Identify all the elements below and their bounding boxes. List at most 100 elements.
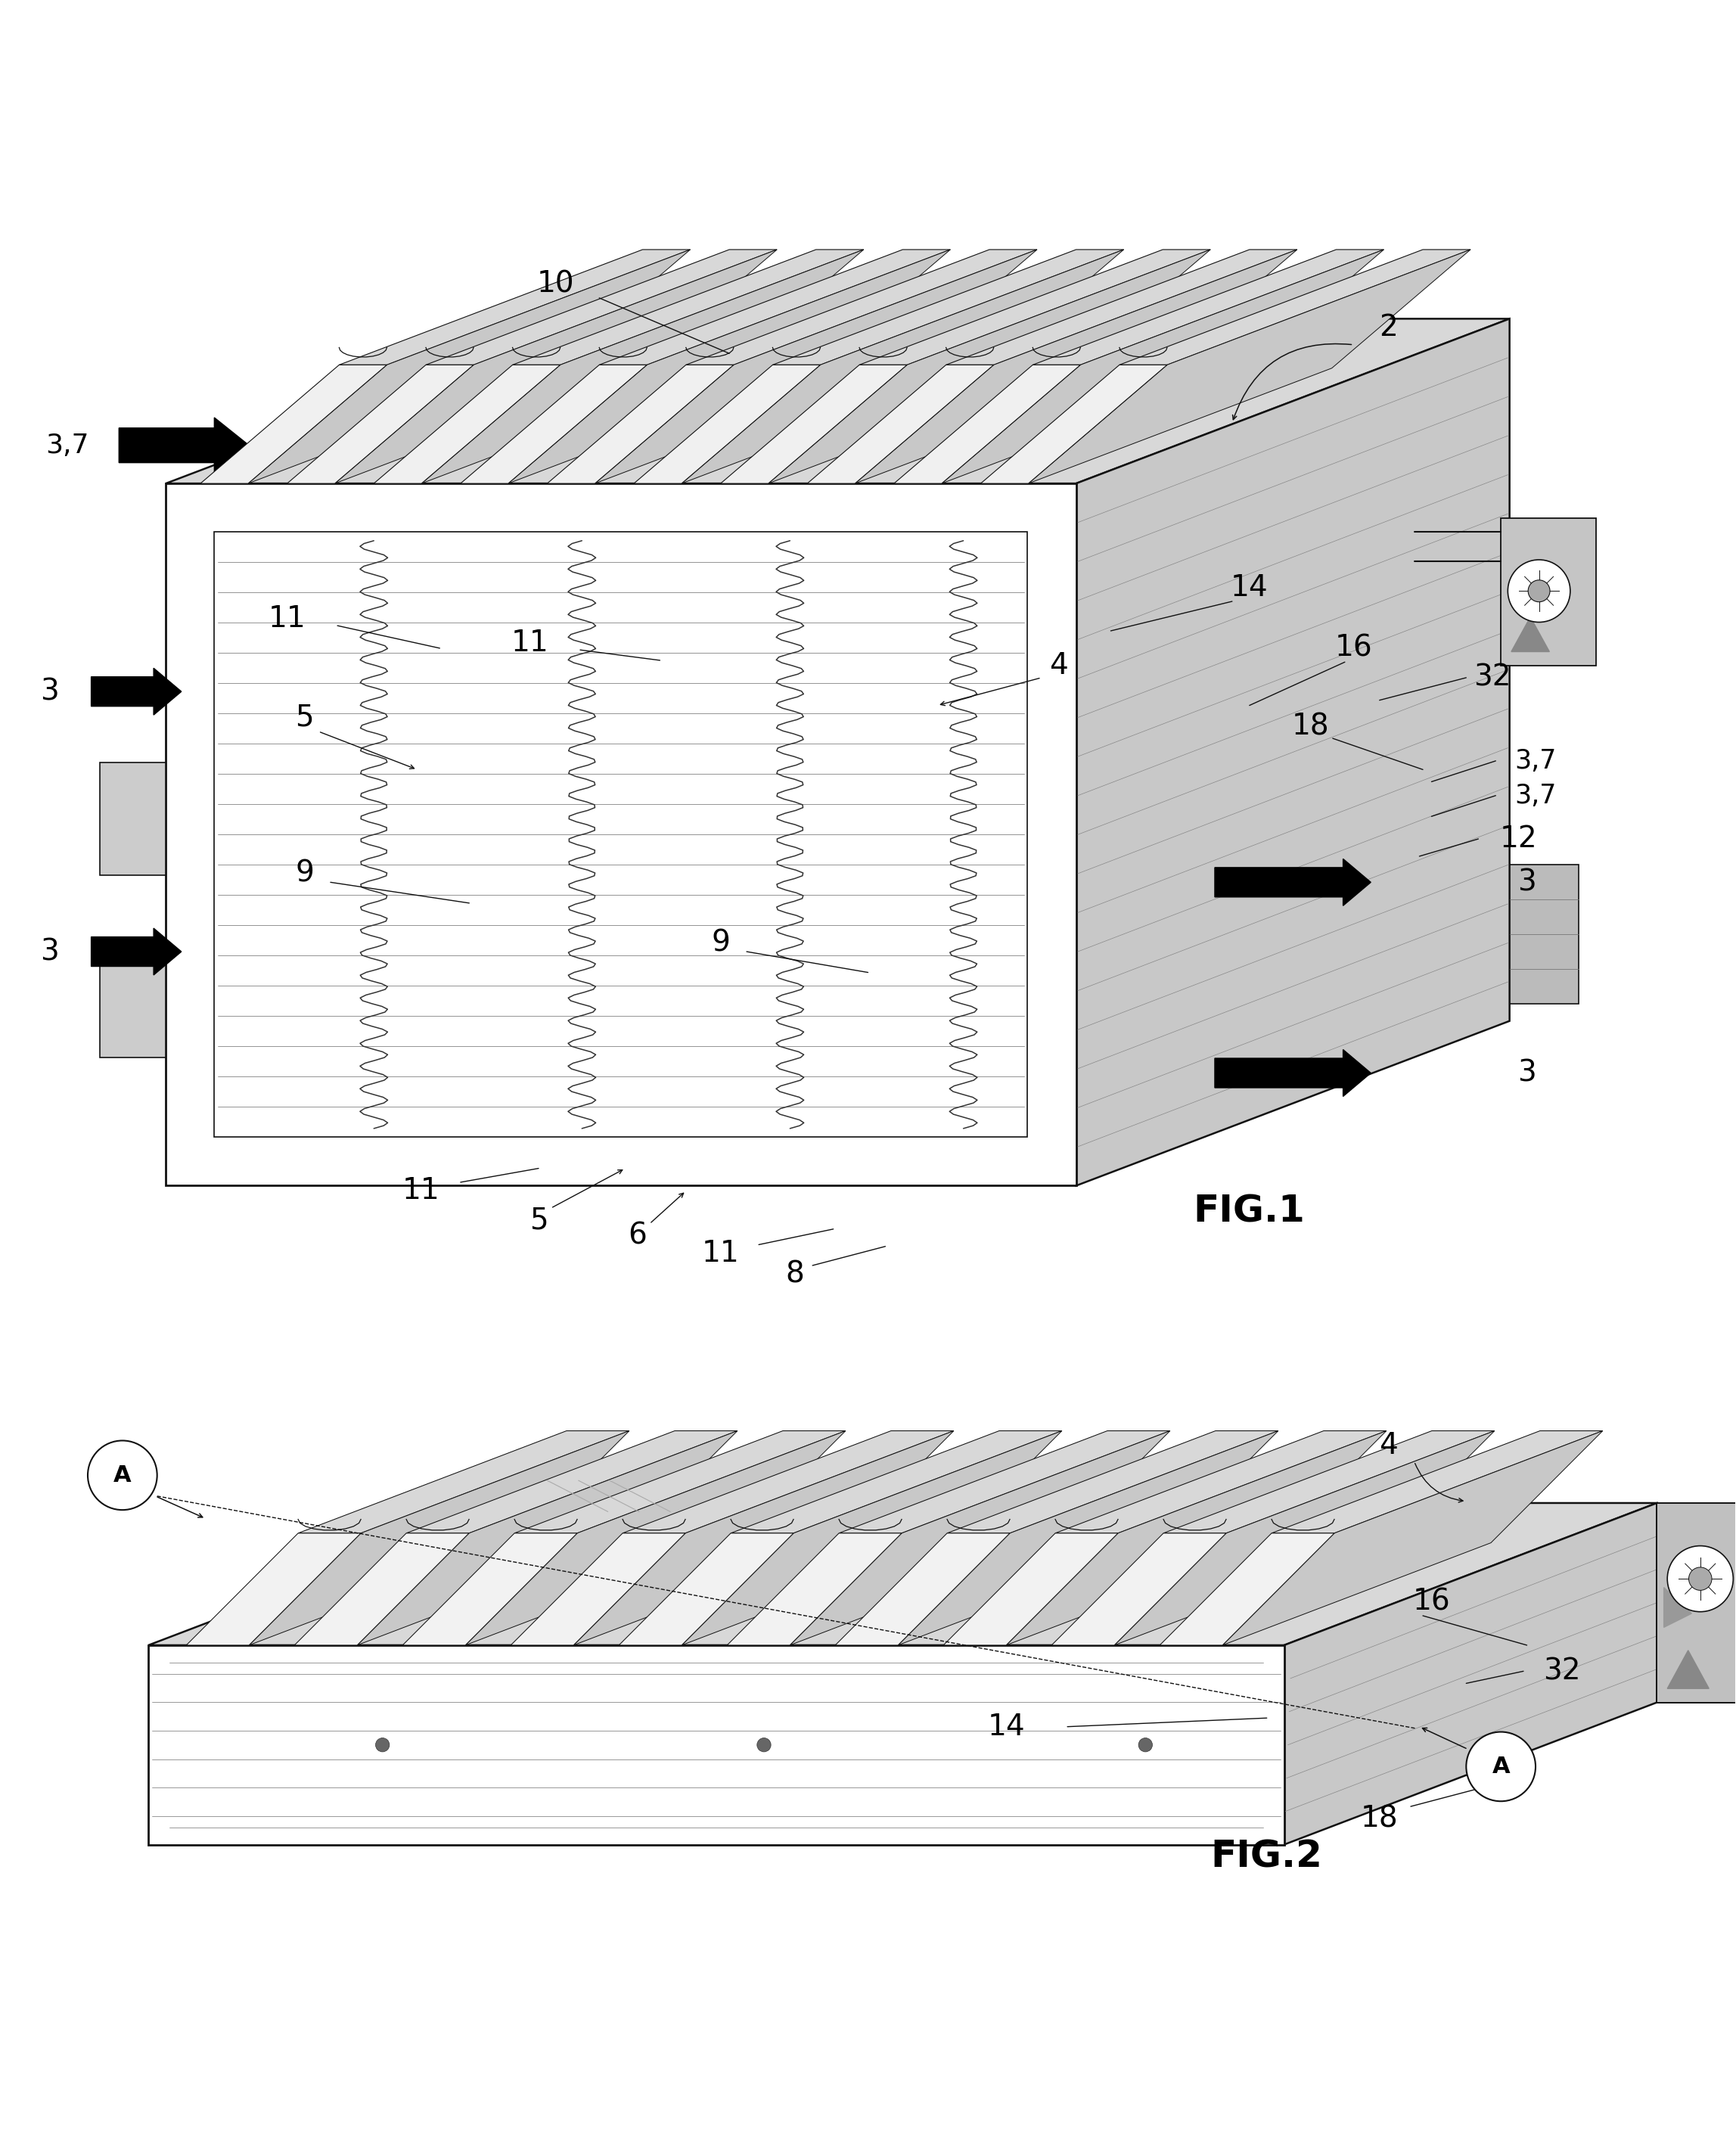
Polygon shape xyxy=(510,1532,686,1646)
Text: 11: 11 xyxy=(510,629,549,657)
Polygon shape xyxy=(634,365,821,483)
Polygon shape xyxy=(547,365,734,483)
Polygon shape xyxy=(339,249,691,365)
Polygon shape xyxy=(981,365,1167,483)
Polygon shape xyxy=(1285,1502,1656,1846)
Polygon shape xyxy=(299,1431,628,1532)
Text: 16: 16 xyxy=(1335,633,1371,663)
Polygon shape xyxy=(620,1532,793,1646)
FancyArrow shape xyxy=(1215,1049,1371,1097)
Text: 4: 4 xyxy=(1049,650,1068,680)
Circle shape xyxy=(1667,1545,1733,1612)
Text: 10: 10 xyxy=(536,270,575,298)
Polygon shape xyxy=(623,1431,953,1532)
Polygon shape xyxy=(425,249,778,365)
Polygon shape xyxy=(727,1532,901,1646)
Polygon shape xyxy=(465,1431,845,1646)
Text: 14: 14 xyxy=(988,1713,1026,1740)
Polygon shape xyxy=(1115,1431,1495,1646)
Polygon shape xyxy=(1055,1431,1387,1532)
Polygon shape xyxy=(859,249,1210,365)
Polygon shape xyxy=(403,1532,576,1646)
Polygon shape xyxy=(948,1431,1278,1532)
Polygon shape xyxy=(335,249,778,483)
Polygon shape xyxy=(1120,249,1470,365)
Polygon shape xyxy=(1033,249,1384,365)
Circle shape xyxy=(1139,1738,1153,1751)
Polygon shape xyxy=(1007,1431,1387,1646)
Polygon shape xyxy=(165,483,1076,1187)
Polygon shape xyxy=(946,249,1297,365)
Text: 9: 9 xyxy=(712,929,731,957)
Polygon shape xyxy=(149,1502,1656,1646)
Text: 12: 12 xyxy=(1500,824,1536,854)
Text: 6: 6 xyxy=(628,1221,648,1251)
Text: 11: 11 xyxy=(701,1238,740,1268)
Circle shape xyxy=(1509,560,1571,622)
Circle shape xyxy=(1689,1567,1712,1590)
Text: 14: 14 xyxy=(1231,573,1269,601)
Text: 3: 3 xyxy=(40,678,59,706)
Polygon shape xyxy=(1052,1532,1226,1646)
Polygon shape xyxy=(1663,1588,1691,1627)
FancyArrow shape xyxy=(92,667,181,715)
Text: 18: 18 xyxy=(1292,712,1330,740)
Polygon shape xyxy=(1502,517,1595,665)
Polygon shape xyxy=(373,365,561,483)
Text: 8: 8 xyxy=(786,1260,804,1288)
Polygon shape xyxy=(838,1431,1170,1532)
Polygon shape xyxy=(1271,1431,1602,1532)
Text: 18: 18 xyxy=(1361,1805,1397,1833)
Text: 16: 16 xyxy=(1413,1588,1450,1616)
Text: 3: 3 xyxy=(40,938,59,966)
Polygon shape xyxy=(682,249,1123,483)
Circle shape xyxy=(89,1440,156,1511)
Polygon shape xyxy=(101,944,165,1058)
Text: 32: 32 xyxy=(1543,1657,1580,1685)
Circle shape xyxy=(1528,579,1550,601)
Text: 9: 9 xyxy=(295,858,314,888)
Polygon shape xyxy=(1512,618,1550,652)
Polygon shape xyxy=(835,1532,1010,1646)
Text: 3: 3 xyxy=(1517,1058,1536,1088)
Polygon shape xyxy=(514,1431,845,1532)
Polygon shape xyxy=(894,365,1080,483)
Polygon shape xyxy=(1222,1431,1602,1646)
Polygon shape xyxy=(731,1431,1062,1532)
Text: 4: 4 xyxy=(1378,1431,1397,1459)
Text: A: A xyxy=(113,1464,132,1487)
Text: 3,7: 3,7 xyxy=(45,433,89,459)
Polygon shape xyxy=(186,1532,361,1646)
Polygon shape xyxy=(769,249,1210,483)
Polygon shape xyxy=(422,249,865,483)
Polygon shape xyxy=(790,1431,1170,1646)
Polygon shape xyxy=(1163,1431,1495,1532)
Polygon shape xyxy=(1667,1650,1708,1689)
Polygon shape xyxy=(686,249,1036,365)
Polygon shape xyxy=(358,1431,738,1646)
Text: 11: 11 xyxy=(269,605,306,633)
Text: 5: 5 xyxy=(529,1206,549,1234)
Polygon shape xyxy=(807,365,993,483)
FancyArrow shape xyxy=(120,418,248,472)
Polygon shape xyxy=(1028,249,1470,483)
FancyArrow shape xyxy=(1215,858,1371,906)
Polygon shape xyxy=(573,1431,953,1646)
Polygon shape xyxy=(460,365,648,483)
Polygon shape xyxy=(682,1431,1062,1646)
Polygon shape xyxy=(856,249,1297,483)
Polygon shape xyxy=(248,1431,628,1646)
Circle shape xyxy=(1467,1732,1536,1800)
Polygon shape xyxy=(1656,1502,1736,1702)
Text: 3,7: 3,7 xyxy=(1514,749,1557,775)
Polygon shape xyxy=(149,1646,1285,1846)
FancyArrow shape xyxy=(92,929,181,974)
Polygon shape xyxy=(898,1431,1278,1646)
Polygon shape xyxy=(941,249,1384,483)
Text: 11: 11 xyxy=(401,1176,439,1206)
Polygon shape xyxy=(943,1532,1118,1646)
Polygon shape xyxy=(1160,1532,1335,1646)
Polygon shape xyxy=(286,365,474,483)
Text: 32: 32 xyxy=(1474,663,1510,691)
Text: 2: 2 xyxy=(1378,313,1397,341)
